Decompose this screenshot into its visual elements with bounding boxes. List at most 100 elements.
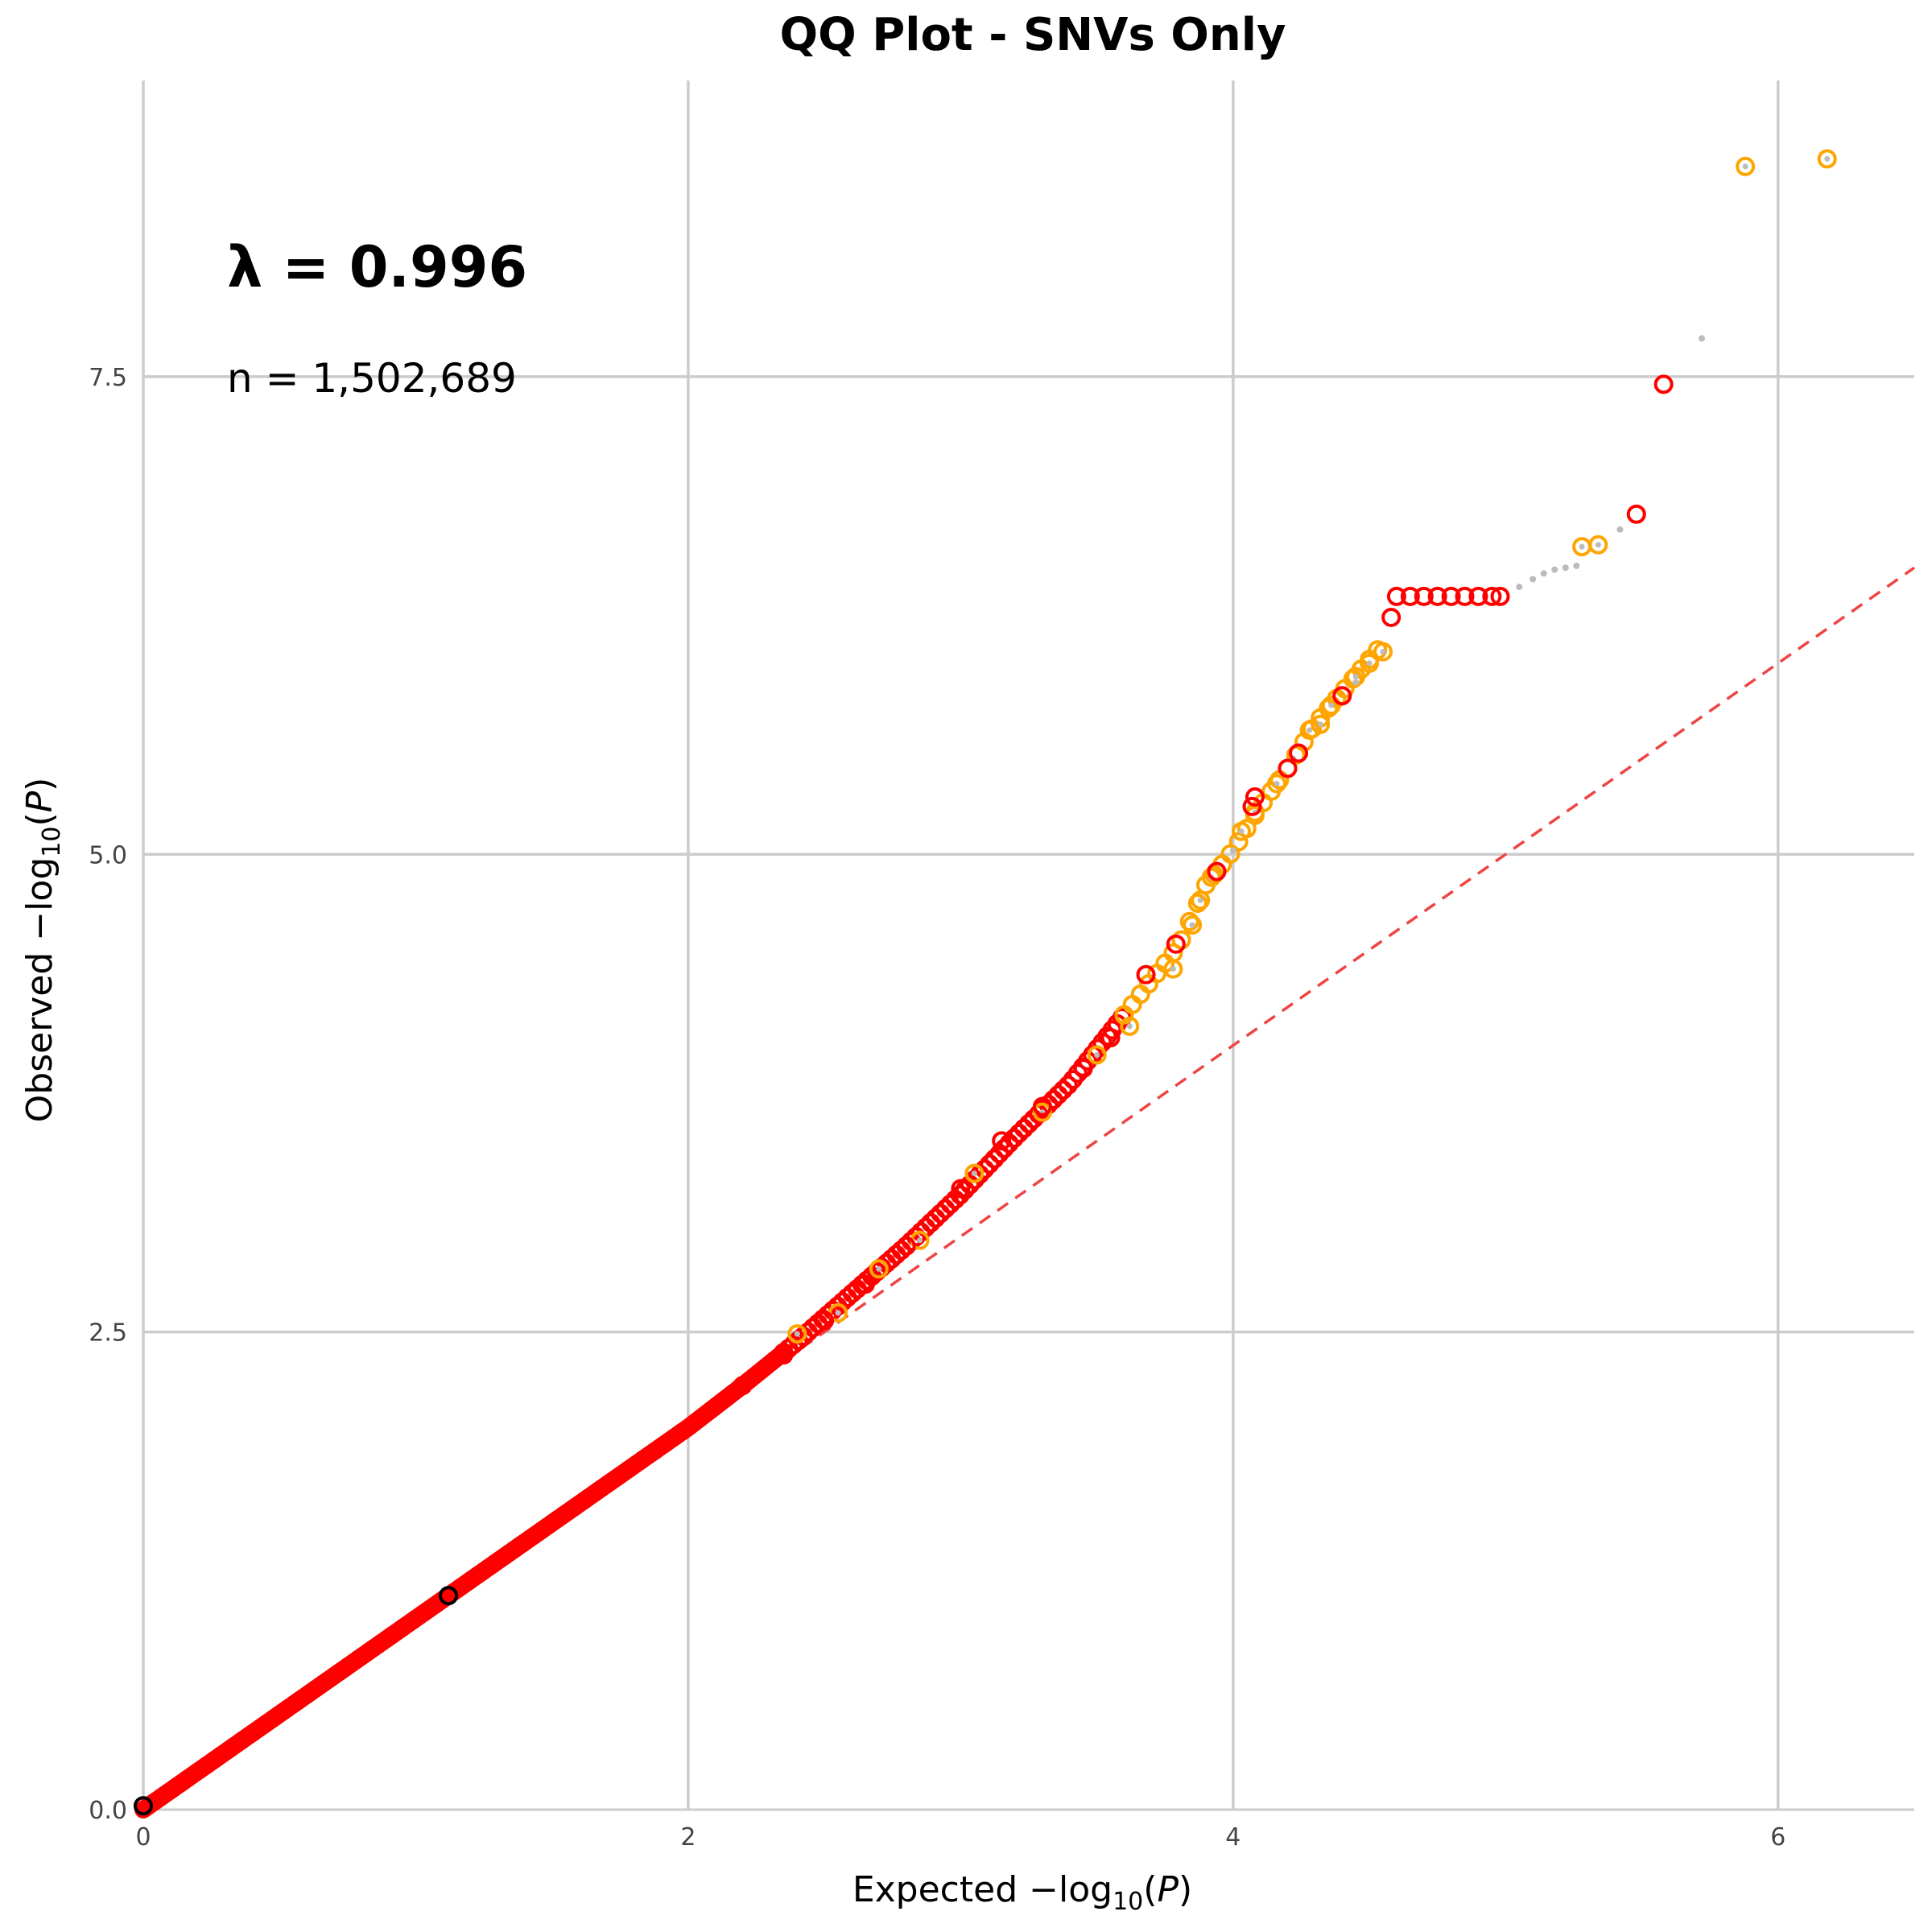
red-point	[1289, 743, 1309, 763]
red-point	[1207, 861, 1227, 881]
red-point	[733, 1376, 753, 1396]
orange-point-center	[1307, 727, 1313, 733]
orange-point	[1817, 149, 1837, 169]
dense-point	[989, 1144, 1009, 1164]
orange-point	[1321, 696, 1341, 716]
orange-point-center	[971, 1170, 977, 1177]
dense-point	[1179, 911, 1199, 931]
orange-point-center	[1126, 1023, 1133, 1030]
dense-point	[1004, 1128, 1024, 1148]
y-axis-label-group: Observed −log10(P)	[19, 778, 66, 1123]
orange-point-center	[1238, 828, 1245, 835]
orange-point	[1232, 821, 1251, 841]
orange-point	[1183, 915, 1203, 935]
grey-point	[1616, 526, 1624, 533]
chart-title: QQ Plot - SNVs Only	[780, 9, 1286, 61]
red-point	[1414, 586, 1434, 606]
dense-point	[1048, 1085, 1068, 1105]
red-point	[815, 1311, 835, 1331]
orange-point-center	[1094, 1051, 1100, 1058]
tick-labels: 0 2 4 6 0.0 2.5 5.0 7.5	[89, 364, 1785, 1852]
grey-point	[1229, 847, 1236, 854]
dense-point	[975, 1159, 995, 1179]
grey-point	[1540, 570, 1547, 577]
orange-point	[1087, 1045, 1107, 1065]
dense-point	[950, 1185, 970, 1205]
orange-point-center	[1328, 702, 1335, 708]
orange-point-center	[1197, 897, 1203, 903]
orange-point-center	[1595, 542, 1601, 548]
grey-point	[1530, 576, 1537, 583]
red-point	[1100, 1028, 1121, 1048]
dense-point	[980, 1154, 1000, 1174]
dense-point	[1009, 1123, 1029, 1143]
red-point	[1386, 586, 1406, 606]
red-point	[896, 1236, 916, 1256]
orange-point-center	[1579, 543, 1585, 550]
orange-point	[1299, 720, 1319, 740]
x-tick-label: 0	[135, 1823, 151, 1852]
red-point	[1381, 607, 1402, 627]
dense-points	[134, 640, 1388, 1818]
red-point	[1032, 1096, 1052, 1117]
orange-point	[1201, 867, 1221, 887]
red-point	[951, 1179, 971, 1199]
red-point	[855, 1274, 875, 1294]
orange-point	[1736, 156, 1756, 176]
orange-point	[869, 1259, 889, 1279]
lambda-annotation: λ = 0.996	[227, 234, 527, 300]
orange-point	[787, 1324, 807, 1344]
y-tick-label: 7.5	[89, 364, 127, 392]
orange-point-center	[876, 1265, 882, 1272]
orange-point-center	[1352, 674, 1359, 680]
dense-point	[1019, 1113, 1038, 1133]
orange-point-center	[835, 1310, 841, 1316]
orange-point-center	[1274, 780, 1280, 786]
dense-point	[1187, 894, 1208, 914]
grey-point	[1562, 564, 1569, 572]
orange-point	[1032, 1102, 1052, 1122]
grey-point	[1551, 566, 1558, 573]
red-point	[1653, 374, 1674, 394]
red-point	[1482, 586, 1502, 606]
red-point	[1136, 964, 1156, 985]
red-point	[1073, 1059, 1093, 1079]
orange-point-center	[794, 1331, 800, 1337]
red-point	[1245, 787, 1265, 807]
red-point	[1455, 586, 1475, 606]
x-tick-label: 4	[1225, 1823, 1241, 1852]
y-tick-label: 5.0	[89, 841, 127, 869]
orange-point	[1360, 653, 1380, 673]
x-tick-label: 2	[680, 1823, 696, 1852]
x-gridlines	[142, 80, 1780, 1810]
orange-point-center	[1317, 721, 1323, 728]
grey-point	[1699, 335, 1705, 342]
red-point	[1278, 758, 1298, 778]
orange-point-center	[1824, 155, 1831, 162]
x-axis-label: Expected −log10(P)	[852, 1869, 1192, 1916]
dense-point	[985, 1149, 1005, 1169]
y-gridlines	[143, 375, 1914, 1334]
dense-point	[960, 1174, 980, 1195]
red-point	[992, 1131, 1012, 1151]
data-points	[134, 149, 1837, 1816]
grey-point	[1573, 562, 1580, 569]
orange-point-center	[1380, 649, 1386, 655]
red-point	[1242, 796, 1262, 816]
red-point	[1626, 504, 1646, 524]
red-point	[1490, 586, 1510, 606]
dense-point	[945, 1190, 965, 1210]
orange-point	[1373, 642, 1393, 662]
x-tick-label: 6	[1770, 1823, 1785, 1852]
orange-point-center	[917, 1237, 923, 1244]
y-axis-label: Observed −log10(P)	[19, 778, 66, 1123]
grey-point	[1516, 583, 1523, 590]
orange-point-center	[1170, 966, 1176, 972]
black-point	[134, 1796, 153, 1816]
orange-point	[1267, 774, 1286, 794]
orange-point	[1163, 959, 1183, 979]
n-annotation: n = 1,502,689	[227, 355, 517, 402]
y-tick-label: 2.5	[89, 1319, 127, 1348]
red-point	[1332, 686, 1352, 706]
